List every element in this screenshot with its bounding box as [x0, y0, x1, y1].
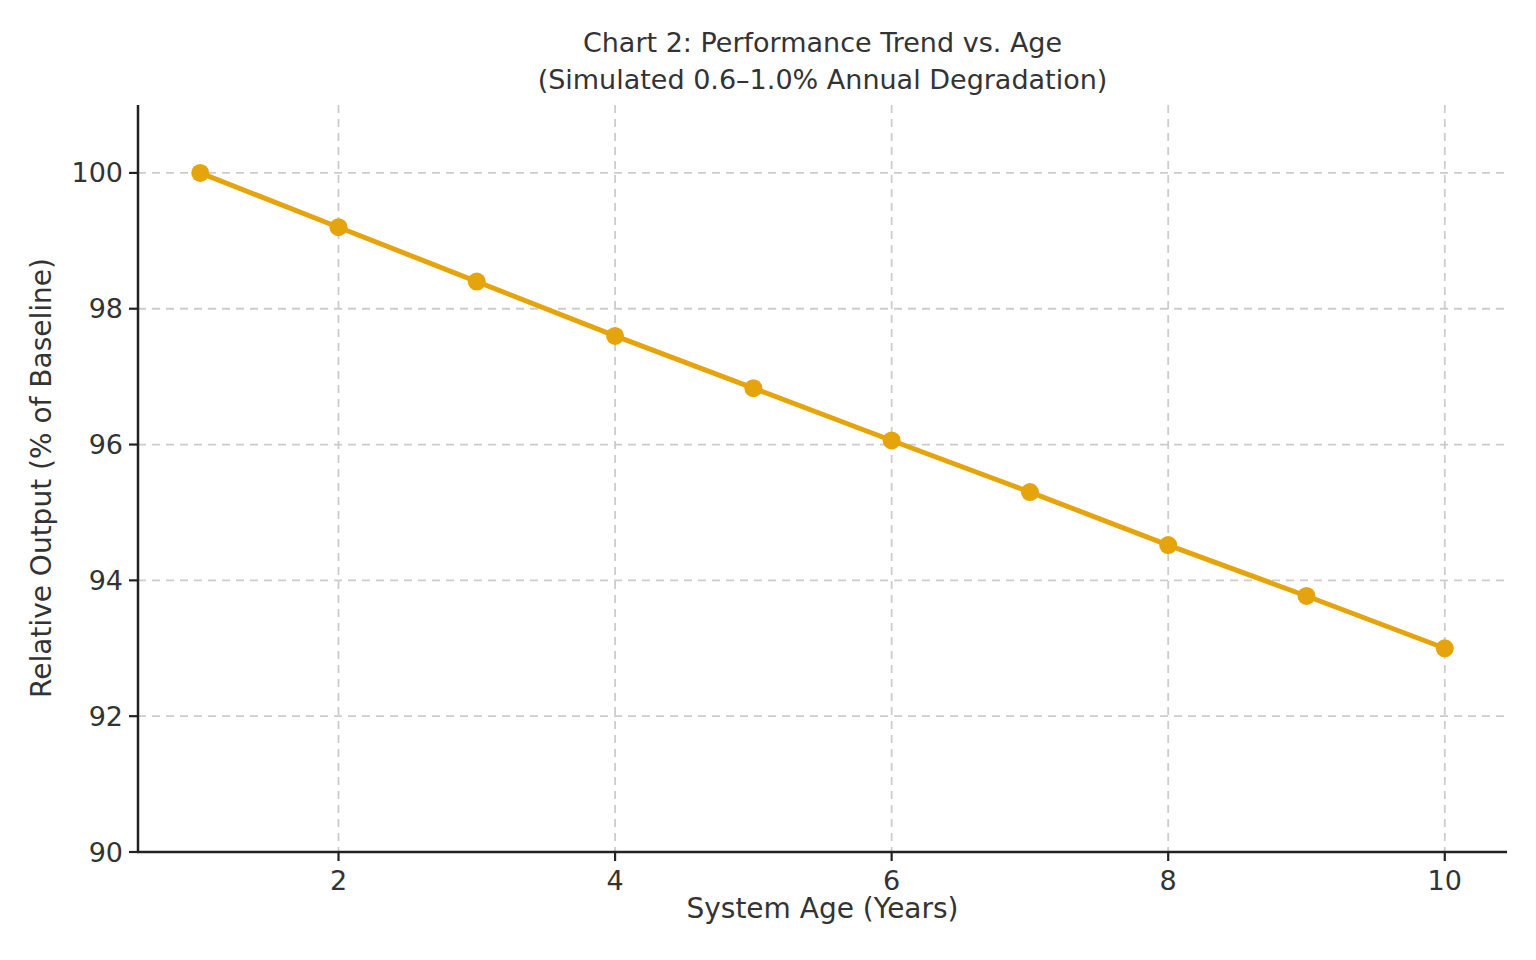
data-point-marker	[1297, 587, 1315, 605]
y-axis-label: Relative Output (% of Baseline)	[25, 258, 58, 698]
x-axis-label: System Age (Years)	[138, 892, 1507, 925]
chart-figure: 2468109092949698100 Chart 2: Performance…	[0, 0, 1536, 960]
trend-line	[200, 173, 1445, 648]
y-tick-label: 98	[89, 293, 123, 324]
chart-title: Chart 2: Performance Trend vs. Age	[138, 24, 1507, 61]
data-point-marker	[468, 273, 486, 291]
chart-title-block: Chart 2: Performance Trend vs. Age (Simu…	[138, 24, 1507, 98]
y-tick-label: 100	[71, 157, 123, 188]
data-point-marker	[1436, 639, 1454, 657]
data-point-marker	[191, 164, 209, 182]
data-point-marker	[744, 379, 762, 397]
chart-subtitle: (Simulated 0.6–1.0% Annual Degradation)	[138, 61, 1507, 98]
data-point-marker	[1021, 483, 1039, 501]
data-point-marker	[330, 218, 348, 236]
data-point-marker	[606, 327, 624, 345]
y-tick-label: 96	[89, 429, 123, 460]
y-tick-label: 94	[89, 565, 123, 596]
y-tick-label: 90	[89, 837, 123, 868]
y-tick-label: 92	[89, 701, 123, 732]
data-point-marker	[1159, 536, 1177, 554]
plot-area: 2468109092949698100	[0, 0, 1536, 960]
data-point-marker	[883, 431, 901, 449]
